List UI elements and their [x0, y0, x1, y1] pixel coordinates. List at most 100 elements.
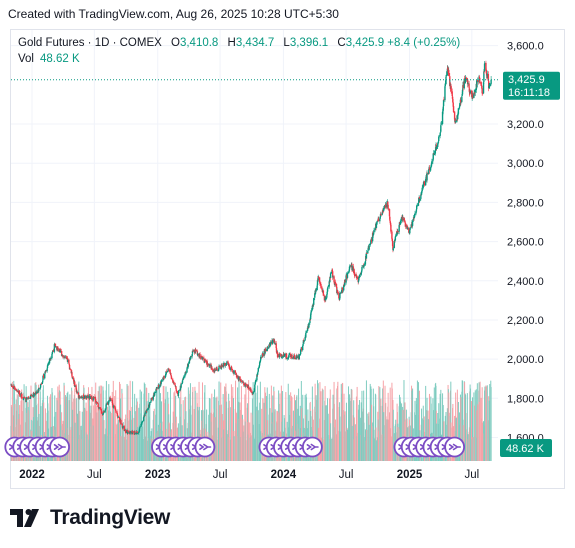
time-axis[interactable]: 2022 Jul 2023 Jul 2024 Jul 2025 Jul [19, 469, 479, 481]
tradingview-logo[interactable]: TradingView [10, 506, 170, 530]
candle-body [346, 272, 349, 278]
candle-body [43, 374, 45, 379]
candle-body [60, 351, 63, 356]
volume-bar [184, 397, 186, 461]
candle-body [231, 367, 233, 371]
candle-body [383, 205, 386, 209]
candle-body [312, 304, 314, 307]
candle-body [75, 388, 78, 393]
close-label: C [337, 37, 346, 49]
candle-body [174, 382, 176, 386]
candle-body [481, 88, 483, 94]
candle-body [288, 353, 291, 355]
candle-body [370, 239, 373, 242]
candle-body [451, 91, 453, 96]
candle-body [275, 343, 277, 349]
candle-body [331, 269, 334, 272]
volume-bar [125, 414, 127, 461]
candle-body [421, 187, 423, 192]
candle-body [269, 345, 271, 347]
event-marker-arrow [448, 443, 462, 451]
candle-body [25, 398, 27, 402]
candle-body [257, 371, 259, 373]
candle-body [317, 276, 320, 278]
event-marker-icon[interactable] [194, 436, 216, 458]
volume-bar [228, 400, 230, 461]
volume-bar [351, 425, 353, 461]
candle-body [348, 269, 350, 272]
candle-body [102, 413, 105, 415]
candle-body [473, 94, 475, 98]
price-chart[interactable]: 1,600.01,800.02,000.02,200.02,400.02,600… [0, 0, 575, 500]
candle-body [372, 234, 375, 236]
volume-bar [33, 396, 35, 461]
event-marker-icon[interactable] [444, 436, 466, 458]
candle-body [139, 426, 141, 428]
candle-body [371, 233, 374, 242]
volume-bar [182, 400, 184, 461]
candle-body [96, 402, 98, 404]
candle-body [360, 271, 363, 273]
volume-bar [315, 395, 317, 461]
candle-body [257, 367, 259, 372]
candle-body [208, 363, 210, 367]
candle-body [150, 398, 152, 402]
candle-body [262, 353, 264, 356]
candle-body [338, 293, 340, 299]
candle-body [382, 208, 385, 212]
candle-body [105, 408, 107, 410]
candle-body [68, 363, 70, 365]
candle-body [470, 90, 473, 95]
candle-body [285, 353, 288, 358]
candle-body [369, 243, 371, 246]
volume-bar [255, 392, 257, 461]
candle-body [196, 354, 199, 356]
candle-body [191, 354, 193, 357]
volume-bar [127, 385, 129, 461]
candle-body [181, 380, 184, 383]
volume-bar [346, 429, 348, 461]
event-markers[interactable] [4, 436, 466, 458]
volume-bar [163, 403, 165, 461]
candle-body [488, 81, 490, 89]
candle-body [406, 225, 408, 228]
volume-bar [122, 422, 124, 461]
candle-body [138, 428, 141, 432]
candle-body [83, 397, 86, 399]
volume-bar [379, 387, 381, 461]
candle-body [141, 421, 143, 423]
volume-bar [81, 411, 83, 461]
price-axis[interactable]: 1,600.01,800.02,000.02,200.02,400.02,600… [507, 41, 544, 445]
volume-bar [19, 405, 21, 461]
time-tick-label: 2024 [271, 469, 297, 481]
volume-bar [146, 401, 148, 461]
volume-bar [359, 400, 361, 461]
candle-body [39, 388, 41, 389]
time-tick-label: 2022 [19, 469, 45, 481]
event-marker-icon[interactable] [301, 436, 323, 458]
candle-body [391, 231, 393, 239]
symbol-title[interactable]: Gold Futures · 1D · COMEX [18, 37, 162, 49]
candle-body [326, 294, 328, 298]
candle-body [368, 245, 370, 250]
candle-body [158, 387, 160, 389]
volume-bar [403, 380, 405, 461]
candle-body [230, 368, 232, 370]
candle-body [487, 74, 490, 82]
candle-body [46, 368, 48, 372]
volume-label[interactable]: Vol [18, 53, 34, 65]
volume-bar [457, 401, 459, 461]
candle-body [432, 153, 434, 160]
candle-body [182, 378, 184, 381]
volume-bar [91, 386, 93, 461]
candle-body [441, 111, 444, 125]
candle-body [175, 389, 178, 391]
volume-bar [322, 439, 324, 461]
candle-body [393, 240, 396, 249]
event-marker-icon[interactable] [49, 436, 70, 458]
candle-body [115, 409, 117, 411]
volume-bar [366, 429, 368, 461]
candle-body [20, 394, 23, 398]
volume-bar [214, 417, 216, 461]
candle-body [228, 365, 231, 369]
